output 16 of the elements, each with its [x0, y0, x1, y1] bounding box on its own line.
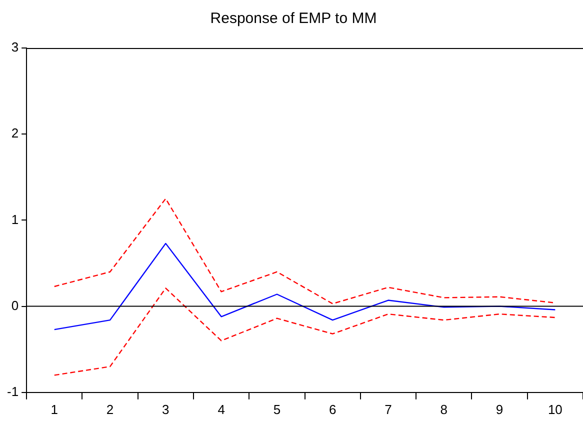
y-tick-label: 3	[11, 40, 19, 55]
y-tick-label: 0	[11, 298, 19, 313]
y-tick-label: -1	[6, 384, 19, 399]
x-tick-label: 5	[273, 402, 281, 417]
chart-title: Response of EMP to MM	[210, 10, 377, 28]
x-tick-label: 1	[50, 402, 58, 417]
x-tick-label: 3	[162, 402, 170, 417]
x-tick-label: 7	[384, 402, 392, 417]
x-tick-label: 8	[440, 402, 448, 417]
y-tick-label: 2	[11, 126, 19, 141]
x-tick-label: 9	[496, 402, 504, 417]
x-tick-label: 10	[548, 402, 562, 417]
x-tick-label: 6	[328, 402, 336, 417]
x-tick-label: 4	[218, 402, 225, 417]
x-tick-label: 2	[106, 402, 114, 417]
y-tick-label: 1	[11, 212, 19, 227]
